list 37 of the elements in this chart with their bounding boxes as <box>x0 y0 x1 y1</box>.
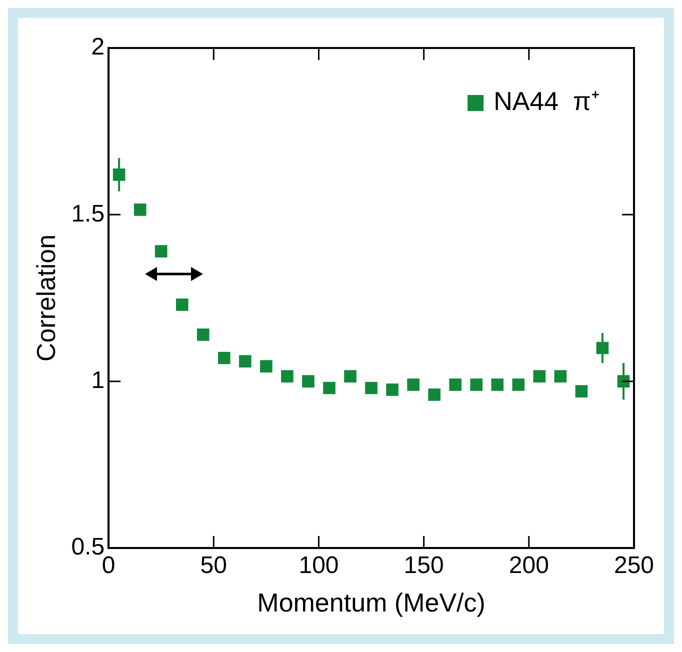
point <box>533 370 546 382</box>
point <box>196 328 210 341</box>
x-tick-label: 100 <box>298 552 339 580</box>
x-axis-title: Momentum (MeV/c) <box>257 588 486 618</box>
x-tick-label: 200 <box>508 552 549 580</box>
point <box>428 388 440 401</box>
point <box>617 375 630 388</box>
point <box>365 382 378 394</box>
point <box>239 355 252 368</box>
point <box>344 370 356 382</box>
point <box>554 370 567 382</box>
x-tick-label: 150 <box>404 552 444 580</box>
y-tick-label: 1.5 <box>71 200 105 228</box>
y-tick-label: 2 <box>91 34 105 61</box>
point <box>323 382 336 394</box>
point <box>491 378 504 391</box>
y-tick-label: 1 <box>91 366 105 394</box>
point <box>302 375 314 388</box>
legend-label: NA44 π⁺ <box>494 86 600 116</box>
point <box>176 298 188 311</box>
point <box>281 370 294 382</box>
x-tick-label: 50 <box>200 552 227 580</box>
point <box>112 168 126 181</box>
point <box>470 378 483 391</box>
point <box>134 204 146 216</box>
point <box>154 245 168 258</box>
point <box>596 342 609 354</box>
point <box>512 378 525 391</box>
point <box>575 385 588 398</box>
x-tick-label: 250 <box>614 552 654 580</box>
point <box>386 384 398 396</box>
x-tick-label: 0 <box>102 552 116 580</box>
point <box>449 378 462 391</box>
point <box>260 360 272 372</box>
y-axis-title: Correlation <box>30 234 61 362</box>
point <box>218 352 230 364</box>
point <box>407 378 420 391</box>
